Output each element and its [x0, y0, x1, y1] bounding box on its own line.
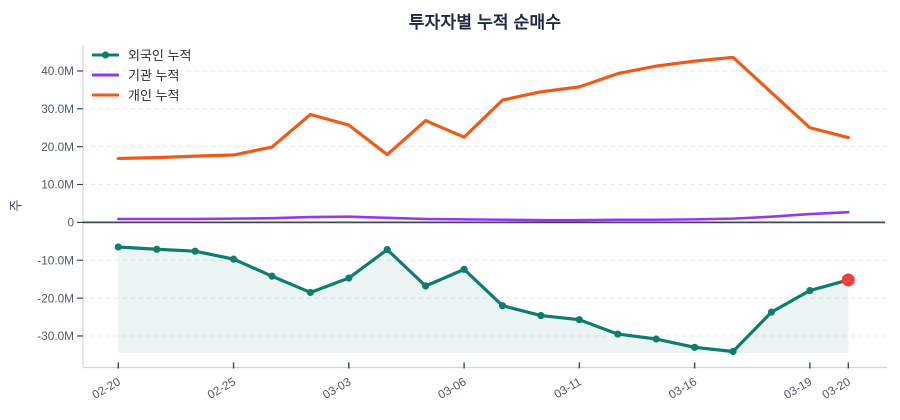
- data-point-marker[interactable]: [153, 245, 161, 253]
- data-point-marker[interactable]: [268, 272, 276, 280]
- data-point-marker[interactable]: [652, 335, 660, 343]
- legend-item-foreign[interactable]: 외국인 누적: [92, 47, 192, 63]
- series-line-institution: [117, 210, 850, 222]
- x-tick-label: 03-16: [666, 374, 700, 401]
- legend-swatch-line-icon: [92, 73, 119, 76]
- legend-swatch-line-icon: [92, 93, 119, 96]
- legend-label: 외국인 누적: [128, 48, 192, 63]
- x-tick-label: 02-25: [205, 374, 239, 401]
- data-point-marker[interactable]: [422, 282, 430, 290]
- data-point-marker[interactable]: [729, 347, 737, 356]
- data-point-marker[interactable]: [383, 246, 391, 254]
- y-tick-label: 10.0M: [41, 178, 74, 192]
- x-tick-label: 03-11: [551, 374, 583, 401]
- data-point-marker[interactable]: [767, 308, 776, 316]
- chart-title: 투자자별 누적 순매수: [408, 13, 562, 32]
- y-tick-label: 30.0M: [41, 102, 74, 116]
- legend-label: 기관 누적: [128, 68, 180, 83]
- data-point-marker[interactable]: [575, 316, 583, 324]
- data-point-marker[interactable]: [806, 286, 814, 295]
- legend-item-individual[interactable]: 개인 누적: [92, 87, 191, 103]
- y-tick-label: -20.0M: [37, 291, 74, 305]
- y-tick-label: 20.0M: [41, 140, 74, 154]
- legend-swatch-line-icon: [92, 50, 119, 59]
- data-point-marker[interactable]: [229, 255, 238, 263]
- data-point-marker[interactable]: [691, 343, 699, 351]
- x-tick-label: 03-06: [435, 374, 469, 401]
- y-axis-title: 주: [8, 199, 24, 212]
- series-line-foreign: [116, 245, 850, 354]
- data-point-marker[interactable]: [306, 288, 315, 297]
- data-point-marker[interactable]: [498, 302, 507, 310]
- series-line-individual: [116, 55, 850, 161]
- legend-item-institution[interactable]: 기관 누적: [92, 67, 191, 83]
- data-point-marker[interactable]: [114, 243, 122, 251]
- data-point-marker[interactable]: [460, 265, 468, 273]
- last-point-highlight[interactable]: [841, 273, 855, 287]
- x-tick-label: 02-20: [90, 374, 124, 401]
- data-point-marker[interactable]: [537, 311, 545, 320]
- x-tick-label: 03-19: [781, 374, 814, 401]
- y-tick-label: -10.0M: [37, 253, 74, 267]
- x-tick-label: 03-03: [320, 374, 354, 401]
- data-point-marker[interactable]: [191, 247, 199, 255]
- y-tick-label: 40.0M: [41, 64, 74, 78]
- data-point-marker[interactable]: [345, 274, 353, 282]
- foreign-area-fill: [118, 247, 849, 353]
- y-tick-label: -30.0M: [37, 329, 74, 343]
- data-point-marker[interactable]: [614, 330, 622, 338]
- x-tick-label: 03-20: [820, 374, 854, 401]
- legend-label: 개인 누적: [128, 88, 180, 103]
- y-tick-label: 0: [67, 216, 74, 230]
